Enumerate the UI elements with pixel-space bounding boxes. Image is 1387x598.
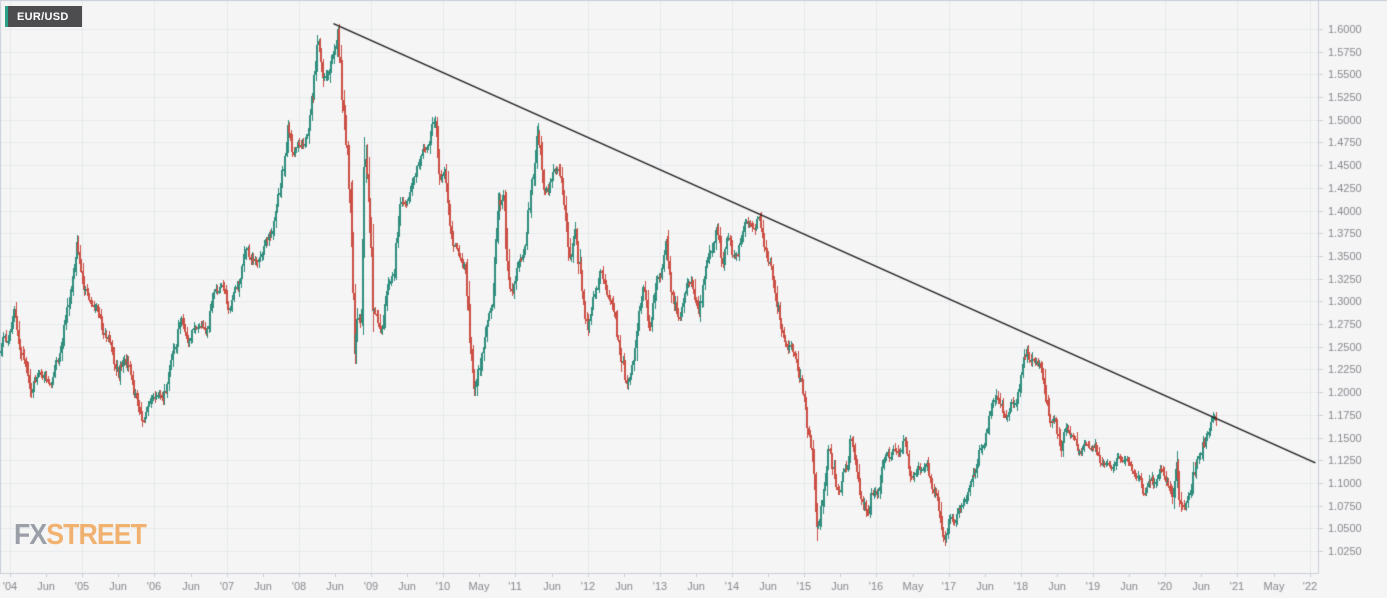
symbol-badge[interactable]: EUR/USD bbox=[5, 6, 82, 27]
symbol-label: EUR/USD bbox=[17, 10, 69, 23]
symbol-accent-bar bbox=[5, 6, 8, 27]
